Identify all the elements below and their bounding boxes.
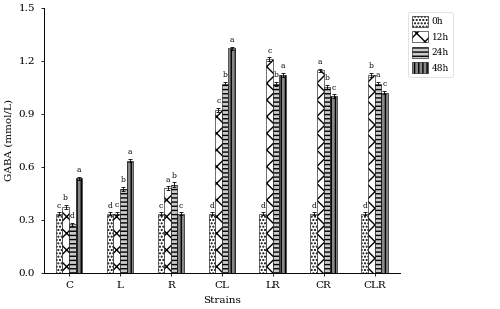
Text: b: b: [222, 71, 228, 79]
Bar: [324, 87, 330, 273]
Bar: [310, 214, 317, 273]
Text: b: b: [324, 74, 330, 83]
Text: c: c: [114, 201, 119, 209]
Bar: [330, 96, 337, 273]
Bar: [178, 214, 184, 273]
Text: a: a: [166, 176, 170, 184]
Y-axis label: GABA (mmol/L): GABA (mmol/L): [4, 99, 13, 181]
Text: b: b: [64, 194, 68, 202]
Text: d: d: [362, 202, 367, 210]
Text: d: d: [70, 212, 75, 220]
Text: b: b: [274, 71, 278, 79]
Bar: [171, 184, 177, 273]
Bar: [62, 207, 69, 273]
Bar: [266, 59, 272, 273]
Legend: 0h, 12h, 24h, 48h: 0h, 12h, 24h, 48h: [408, 12, 453, 77]
Text: a: a: [318, 58, 322, 66]
Bar: [222, 84, 228, 273]
Bar: [228, 48, 235, 273]
Bar: [381, 93, 388, 273]
Text: d: d: [108, 202, 112, 210]
Text: a: a: [376, 71, 380, 79]
Bar: [56, 214, 62, 273]
Bar: [114, 214, 120, 273]
Bar: [374, 84, 381, 273]
Text: c: c: [268, 47, 272, 54]
Bar: [280, 75, 286, 273]
Bar: [260, 214, 266, 273]
Bar: [208, 214, 215, 273]
Text: c: c: [216, 97, 220, 105]
Bar: [106, 214, 114, 273]
Bar: [272, 84, 280, 273]
Text: d: d: [312, 202, 316, 210]
Text: c: c: [382, 80, 386, 88]
Text: c: c: [178, 202, 183, 210]
Bar: [69, 224, 75, 273]
Bar: [158, 214, 164, 273]
Text: b: b: [121, 176, 126, 184]
Text: d: d: [260, 202, 265, 210]
Text: a: a: [230, 36, 234, 44]
Text: a: a: [280, 62, 285, 70]
Bar: [215, 110, 222, 273]
Text: c: c: [159, 202, 163, 210]
Bar: [76, 178, 82, 273]
Text: a: a: [128, 148, 132, 156]
Text: c: c: [332, 84, 336, 92]
Bar: [317, 70, 324, 273]
Bar: [120, 189, 126, 273]
Text: b: b: [172, 172, 176, 180]
Bar: [164, 188, 171, 273]
X-axis label: Strains: Strains: [203, 296, 240, 305]
Text: d: d: [210, 202, 214, 210]
Text: b: b: [369, 62, 374, 70]
Bar: [362, 214, 368, 273]
Bar: [126, 161, 133, 273]
Bar: [368, 75, 374, 273]
Text: a: a: [76, 166, 81, 174]
Text: c: c: [57, 202, 61, 210]
